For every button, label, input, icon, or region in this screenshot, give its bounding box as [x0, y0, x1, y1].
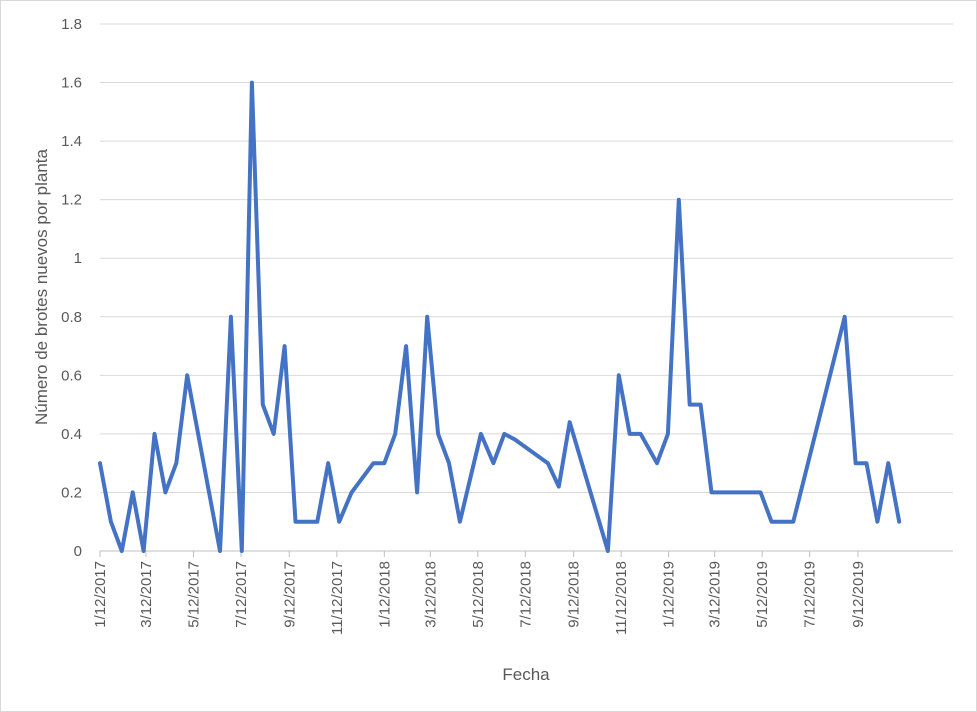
x-tick-label: 9/12/2019 [850, 561, 867, 628]
y-tick-label: 1.6 [61, 75, 82, 92]
x-tick-label: 1/12/2019 [661, 561, 678, 628]
x-tick-label: 7/12/2018 [517, 561, 534, 628]
y-tick-label: 1.4 [61, 133, 82, 150]
x-tick-label: 5/12/2019 [754, 561, 771, 628]
x-tick-label: 3/12/2017 [138, 561, 155, 628]
x-tick-label: 3/12/2018 [422, 561, 439, 628]
y-axis-ticks: 0 0.2 0.4 0.6 0.8 1 1.2 1.4 1.6 1.8 [61, 16, 82, 560]
y-tick-label: 0.8 [61, 309, 82, 326]
x-tick-label: 11/12/2018 [613, 561, 630, 635]
x-tick-label: 7/12/2017 [233, 561, 250, 628]
x-tick-label: 5/12/2018 [470, 561, 487, 628]
y-tick-label: 0 [74, 543, 82, 560]
x-tick-label: 9/12/2017 [281, 561, 298, 628]
x-tick-label: 1/12/2017 [92, 561, 109, 628]
y-tick-label: 1 [74, 250, 82, 267]
x-tick-label: 1/12/2018 [376, 561, 393, 628]
x-tick-label: 11/12/2017 [329, 561, 346, 635]
x-tick-label: 7/12/2019 [802, 561, 819, 628]
y-tick-label: 0.6 [61, 367, 82, 384]
x-tick-label: 5/12/2017 [185, 561, 202, 628]
series-layer [98, 80, 902, 553]
x-tick-label: 9/12/2018 [566, 561, 583, 628]
y-axis-title: Número de brotes nuevos por planta [32, 148, 51, 424]
gridlines [100, 23, 953, 493]
series-line [98, 80, 902, 553]
y-tick-label: 1.8 [61, 16, 82, 33]
y-tick-label: 0.2 [61, 484, 82, 501]
x-tick-label: 3/12/2019 [707, 561, 724, 628]
x-axis-title: Fecha [502, 665, 550, 684]
x-axis: 1/12/2017 3/12/2017 5/12/2017 7/12/2017 9/12… [92, 550, 953, 635]
y-tick-label: 1.2 [61, 192, 82, 209]
y-tick-label: 0.4 [61, 426, 82, 443]
